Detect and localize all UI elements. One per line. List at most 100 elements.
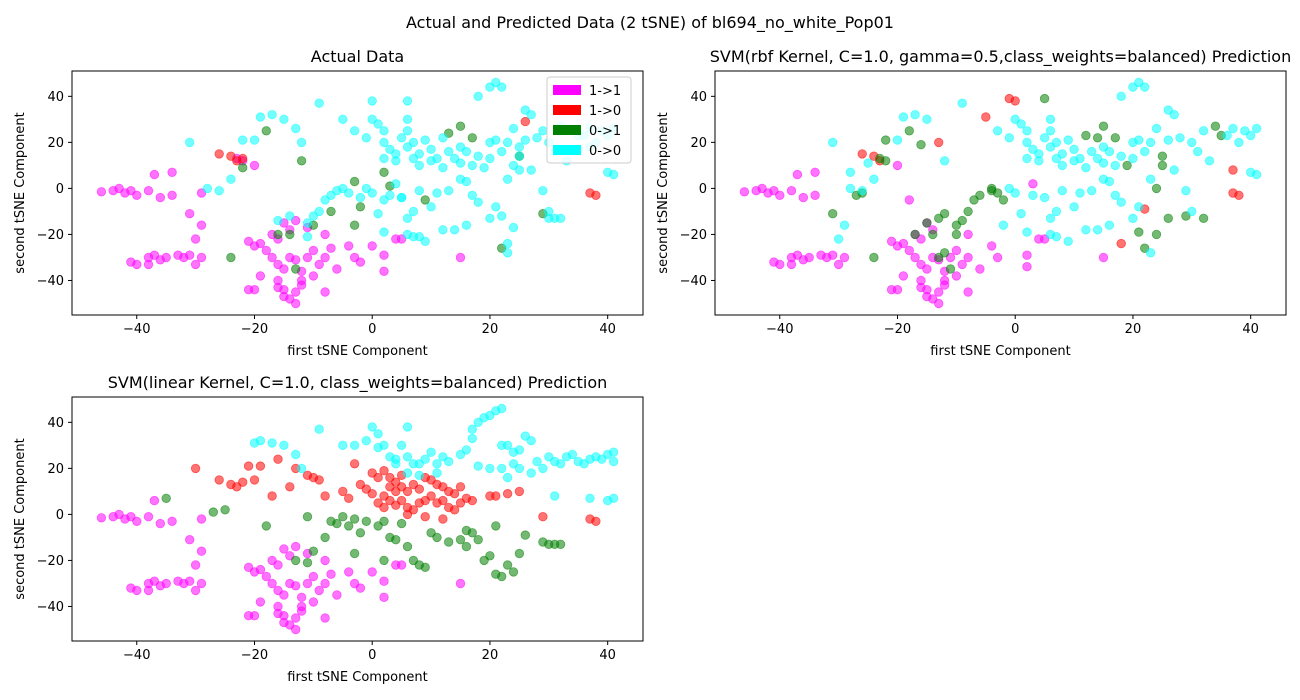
- scatter-point-1-to-1: [308, 571, 319, 582]
- scatter-point-0-to-0: [396, 133, 407, 143]
- scatter-point-0-to-0: [279, 440, 289, 451]
- scatter-point-0-to-0: [1134, 135, 1144, 145]
- scatter-point-0-to-0: [402, 114, 413, 125]
- scatter-point-0-to-0: [544, 213, 554, 224]
- scatter-point-0-to-0: [291, 449, 301, 460]
- scatter-point-0-to-0: [1151, 123, 1162, 134]
- scatter-point-0-to-0: [461, 176, 472, 187]
- subplot-title: SVM(rbf Kernel, C=1.0, gamma=0.5,class_w…: [710, 47, 1291, 67]
- scatter-point-1-to-1: [992, 252, 1003, 263]
- scatter-point-0-to-1: [349, 548, 360, 559]
- scatter-point-0-to-0: [402, 452, 413, 462]
- scatter-point-0-to-0: [497, 211, 507, 221]
- scatter-point-0-to-1: [396, 518, 407, 529]
- scatter-point-1-to-1: [296, 275, 307, 286]
- scatter-point-0-to-0: [526, 165, 536, 175]
- scatter-point-0-to-0: [1169, 109, 1179, 120]
- scatter-point-1-to-1: [320, 613, 330, 623]
- scatter-point-1-to-1: [167, 190, 177, 201]
- scatter-point-0-to-1: [302, 558, 313, 568]
- scatter-point-1-to-1: [184, 250, 195, 260]
- scatter-point-1-to-1: [249, 611, 260, 621]
- scatter-point-0-to-0: [438, 225, 448, 235]
- scatter-point-0-to-0: [1110, 160, 1121, 171]
- scatter-point-0-to-0: [184, 137, 195, 148]
- scatter-point-1-to-1: [320, 555, 330, 566]
- scatter-point-1-to-1: [922, 264, 932, 274]
- scatter-point-1-to-0: [414, 484, 425, 494]
- scatter-point-0-to-0: [402, 96, 413, 106]
- scatter-point-1-to-1: [326, 569, 336, 579]
- scatter-point-1-to-1: [296, 592, 307, 603]
- scatter-point-1-to-1: [279, 264, 289, 274]
- scatter-point-1-to-1: [255, 238, 266, 249]
- scatter-point-1-to-0: [255, 461, 266, 471]
- scatter-point-0-to-0: [514, 142, 525, 152]
- scatter-point-0-to-0: [273, 215, 283, 226]
- scatter-point-0-to-1: [467, 133, 478, 143]
- scatter-point-0-to-0: [1069, 144, 1079, 155]
- scatter-point-1-to-0: [267, 491, 277, 501]
- scatter-point-0-to-0: [1187, 206, 1197, 217]
- scatter-point-1-to-1: [267, 252, 277, 263]
- scatter-point-0-to-0: [449, 225, 460, 235]
- y-tick-label: 0: [56, 508, 64, 523]
- scatter-point-0-to-0: [432, 459, 442, 469]
- y-tick-label: −20: [37, 228, 64, 243]
- scatter-point-0-to-0: [361, 183, 372, 194]
- scatter-point-0-to-0: [514, 445, 525, 455]
- scatter-point-0-to-0: [438, 133, 448, 143]
- legend: 1->1 1->0 0->1 0->0: [546, 76, 632, 164]
- scatter-point-0-to-1: [514, 548, 525, 559]
- scatter-point-0-to-0: [1104, 176, 1115, 187]
- y-tick-label: 40: [47, 416, 64, 431]
- scatter-point-0-to-0: [379, 227, 389, 237]
- scatter-point-0-to-0: [485, 463, 495, 474]
- scatter-point-1-to-1: [1028, 179, 1038, 189]
- scatter-point-1-to-1: [190, 259, 201, 270]
- scatter-point-1-to-0: [591, 190, 601, 201]
- scatter-point-0-to-1: [237, 162, 248, 173]
- y-tick-label: −20: [37, 554, 64, 569]
- scatter-point-1-to-0: [502, 489, 513, 499]
- y-tick-label: −20: [680, 228, 707, 243]
- scatter-point-0-to-0: [1028, 190, 1038, 201]
- scatter-point-0-to-0: [379, 195, 389, 205]
- scatter-point-1-to-0: [1010, 96, 1020, 106]
- scatter-point-0-to-1: [455, 121, 466, 131]
- scatter-point-0-to-1: [1134, 227, 1144, 237]
- scatter-point-0-to-0: [1128, 153, 1138, 164]
- scatter-point-0-to-0: [349, 440, 360, 451]
- x-tick-label: 20: [1125, 322, 1142, 337]
- scatter-point-0-to-0: [367, 96, 377, 106]
- scatter-point-1-to-0: [514, 486, 525, 497]
- scatter-point-1-to-1: [922, 291, 932, 302]
- scatter-point-1-to-1: [898, 271, 909, 281]
- scatter-point-1-to-1: [314, 259, 324, 270]
- scatter-point-1-to-1: [249, 160, 260, 171]
- scatter-point-0-to-0: [414, 470, 425, 481]
- scatter-point-0-to-1: [904, 126, 915, 136]
- scatter-point-1-to-0: [320, 491, 330, 501]
- scatter-point-0-to-0: [432, 188, 442, 198]
- scatter-point-1-to-1: [344, 241, 354, 251]
- legend-swatch: [553, 125, 581, 135]
- scatter-point-0-to-0: [379, 440, 389, 451]
- scatter-point-0-to-0: [1057, 149, 1068, 159]
- scatter-point-1-to-1: [775, 190, 785, 201]
- scatter-point-1-to-0: [367, 489, 377, 499]
- scatter-point-0-to-1: [226, 252, 236, 263]
- scatter-point-1-to-1: [332, 264, 342, 274]
- scatter-point-0-to-1: [420, 562, 430, 573]
- scatter-point-0-to-1: [402, 541, 413, 552]
- scatter-point-1-to-1: [308, 245, 319, 256]
- scatter-point-0-to-0: [1163, 135, 1174, 145]
- scatter-point-0-to-0: [396, 192, 407, 203]
- x-tick-label: 40: [599, 648, 616, 663]
- scatter-point-0-to-0: [508, 123, 519, 134]
- scatter-point-1-to-1: [739, 187, 750, 197]
- scatter-point-1-to-1: [255, 597, 266, 607]
- scatter-point-1-to-1: [190, 585, 201, 596]
- scatter-point-0-to-0: [910, 109, 920, 120]
- scatter-point-1-to-1: [96, 513, 107, 523]
